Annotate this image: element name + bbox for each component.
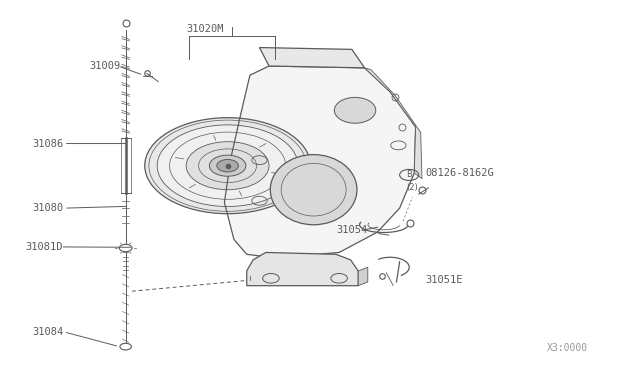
Circle shape (145, 118, 310, 214)
Ellipse shape (270, 155, 357, 225)
Ellipse shape (334, 97, 376, 123)
Polygon shape (259, 48, 365, 68)
Text: 31020M: 31020M (186, 24, 224, 34)
Text: 31081D: 31081D (26, 242, 63, 252)
Circle shape (157, 125, 298, 206)
Text: 31084: 31084 (32, 327, 63, 337)
Text: 31086: 31086 (32, 138, 63, 148)
Polygon shape (246, 253, 358, 286)
Circle shape (217, 160, 238, 172)
Polygon shape (358, 267, 368, 286)
Text: 31080: 31080 (32, 203, 63, 213)
Text: 31009: 31009 (90, 61, 120, 71)
Text: 31054: 31054 (336, 225, 367, 235)
Text: (2): (2) (406, 183, 419, 192)
Polygon shape (365, 68, 422, 179)
Circle shape (186, 142, 269, 190)
Polygon shape (225, 66, 415, 258)
Circle shape (209, 155, 246, 176)
Text: 31051E: 31051E (425, 275, 463, 285)
Text: X3:0000: X3:0000 (547, 343, 588, 353)
Text: B: B (406, 170, 412, 179)
Text: 08126-8162G: 08126-8162G (425, 168, 494, 178)
